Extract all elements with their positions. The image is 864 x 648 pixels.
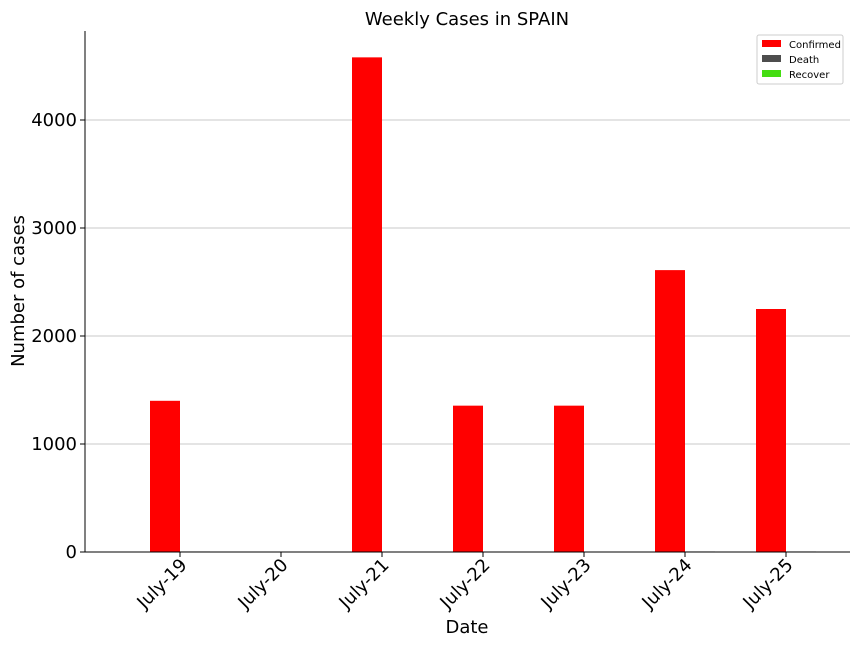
y-axis-label: Number of cases <box>8 215 29 367</box>
x-tick-label: July-19 <box>133 555 192 614</box>
chart-title: Weekly Cases in SPAIN <box>365 9 569 30</box>
bar-confirmed-july-23 <box>554 405 584 552</box>
x-ticks: July-19 July-20 July-21 July-22 July-23 July-… <box>133 552 798 614</box>
y-ticks: 0 1000 2000 3000 4000 <box>31 110 85 563</box>
bar-confirmed-july-19 <box>150 400 180 552</box>
bar-confirmed-july-21 <box>352 57 382 553</box>
bar-confirmed-july-24 <box>655 270 685 552</box>
legend-swatch-death <box>762 55 781 62</box>
bars <box>150 57 816 553</box>
bar-confirmed-july-22 <box>453 405 483 552</box>
legend: Confirmed Death Recover <box>756 34 844 85</box>
x-tick-label: July-21 <box>335 555 394 614</box>
x-axis-label: Date <box>445 617 488 638</box>
x-tick-label: July-24 <box>638 555 697 614</box>
x-tick-label: July-20 <box>234 555 293 614</box>
legend-swatch-confirmed <box>762 40 781 47</box>
y-tick-label: 3000 <box>31 218 77 239</box>
legend-label-confirmed: Confirmed <box>789 40 841 51</box>
y-tick-label: 0 <box>66 542 77 563</box>
x-tick-label: July-25 <box>739 555 798 614</box>
bar-confirmed-july-25 <box>756 309 786 552</box>
legend-label-recover: Recover <box>789 70 830 81</box>
legend-swatch-recover <box>762 70 781 77</box>
y-tick-label: 4000 <box>31 110 77 131</box>
y-tick-label: 2000 <box>31 326 77 347</box>
gridlines <box>85 119 850 445</box>
y-tick-label: 1000 <box>31 434 77 455</box>
legend-label-death: Death <box>789 55 819 66</box>
axes <box>84 31 850 553</box>
x-tick-label: July-23 <box>537 555 596 614</box>
x-tick-label: July-22 <box>436 555 495 614</box>
